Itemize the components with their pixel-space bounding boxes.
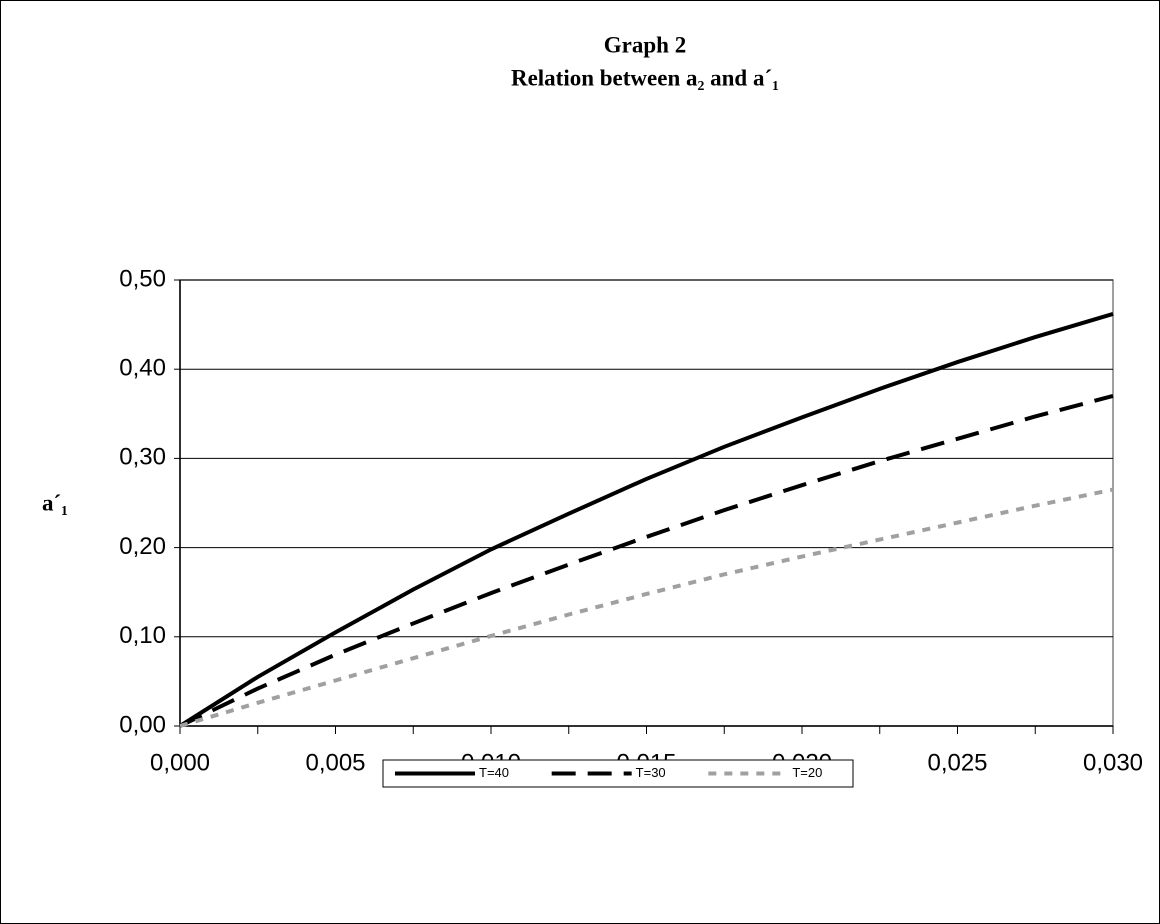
series-line xyxy=(178,311,1114,728)
y-axis-label: a´₁ xyxy=(42,490,68,515)
series-line xyxy=(179,487,1114,728)
y-tick-label: 0,20 xyxy=(119,533,166,560)
y-tick-label: 0,40 xyxy=(119,355,166,382)
y-tick-label: 0,30 xyxy=(119,444,166,471)
y-tick-label: 0,50 xyxy=(119,265,166,292)
series-line xyxy=(179,394,1114,728)
chart-subtitle: Relation between a₂ and a´₁ xyxy=(511,65,779,90)
chart-title: Graph 2 xyxy=(604,32,686,57)
legend-label: T=40 xyxy=(479,765,509,780)
x-tick-label: 0,030 xyxy=(1083,749,1143,776)
y-tick-label: 0,10 xyxy=(119,622,166,649)
x-tick-label: 0,005 xyxy=(305,749,365,776)
legend-label: T=30 xyxy=(636,765,666,780)
x-tick-label: 0,025 xyxy=(927,749,987,776)
plot-area xyxy=(179,279,1114,727)
y-tick-label: 0,00 xyxy=(119,711,166,738)
x-tick-label: 0,000 xyxy=(150,749,210,776)
legend-label: T=20 xyxy=(792,765,822,780)
